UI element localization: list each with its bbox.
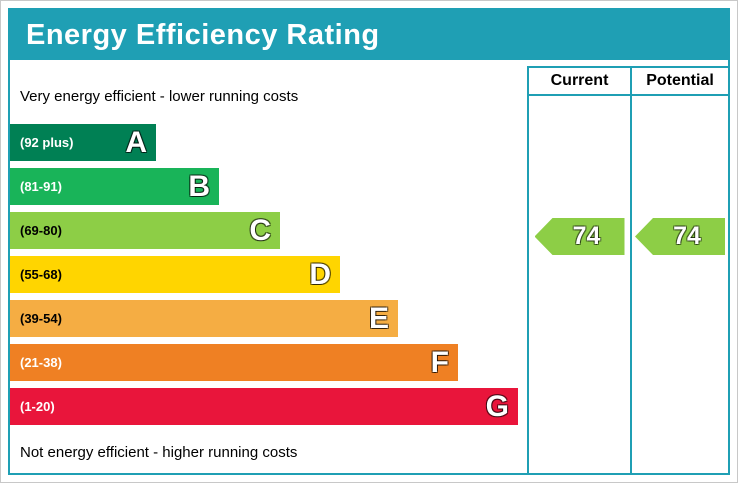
potential-rating-arrow: 74 <box>635 218 725 255</box>
chart-body: Very energy efficient - lower running co… <box>10 60 728 473</box>
band-e-letter: E <box>368 301 389 335</box>
band-b-letter: B <box>188 169 210 203</box>
energy-efficiency-chart: Energy Efficiency Rating Very energy eff… <box>8 8 730 475</box>
band-b-range: (81-91) <box>20 179 62 194</box>
potential-column-header: Potential <box>632 66 728 96</box>
band-c-letter: C <box>249 213 271 247</box>
band-d: (55-68) D <box>10 256 340 293</box>
band-g-letter: G <box>485 389 509 423</box>
band-f-letter: F <box>430 345 449 379</box>
band-a-letter: A <box>125 125 147 159</box>
band-e: (39-54) E <box>10 300 398 337</box>
current-rating-arrow: 74 <box>534 218 625 255</box>
band-b: (81-91) B <box>10 168 219 205</box>
efficient-top-label: Very energy efficient - lower running co… <box>20 88 299 105</box>
current-column-header: Current <box>529 66 630 96</box>
band-c: (69-80) C <box>10 212 280 249</box>
band-g-range: (1-20) <box>20 399 55 414</box>
band-c-range: (69-80) <box>20 223 62 238</box>
band-a: (92 plus) A <box>10 124 156 161</box>
rating-bands: (92 plus) A (81-91) B (69-80) C (55-68) … <box>10 124 518 432</box>
band-g: (1-20) G <box>10 388 518 425</box>
band-d-letter: D <box>309 257 331 291</box>
band-a-range: (92 plus) <box>20 135 74 150</box>
potential-column: Potential 74 <box>630 66 728 473</box>
band-f-range: (21-38) <box>20 355 62 370</box>
page-title: Energy Efficiency Rating <box>26 18 380 51</box>
chart-title-band: Energy Efficiency Rating <box>10 10 728 60</box>
band-e-range: (39-54) <box>20 311 62 326</box>
current-column: Current 74 <box>527 66 630 473</box>
band-d-range: (55-68) <box>20 267 62 282</box>
band-f: (21-38) F <box>10 344 458 381</box>
inefficient-bottom-label: Not energy efficient - higher running co… <box>20 444 298 461</box>
